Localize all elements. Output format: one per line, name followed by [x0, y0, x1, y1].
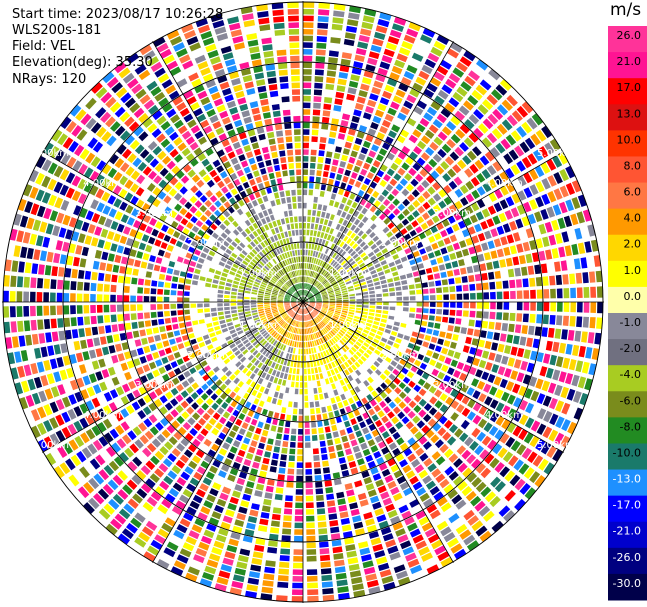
colorbar-tick-label: -21.0	[613, 525, 641, 538]
colorbar-swatch	[608, 52, 647, 79]
azimuth-line	[302, 301, 454, 563]
colorbar-tick-label: -10.0	[613, 446, 641, 459]
colorbar-tick-label: 0.0	[624, 290, 642, 303]
azimuth-line	[302, 41, 454, 303]
range-label: 2.00km	[381, 350, 419, 361]
colorbar-tick-label: -2.0	[620, 342, 641, 355]
colorbar-tick-label: 26.0	[617, 29, 642, 42]
colorbar-tick-label: -1.0	[620, 316, 641, 329]
range-label: 2.00km	[381, 238, 419, 249]
colorbar-swatch	[608, 130, 647, 157]
range-label: 3.00km	[433, 208, 471, 219]
colorbar-tick-label: 8.0	[624, 159, 642, 172]
azimuth-line	[42, 301, 304, 453]
colorbar: 26.0 21.0 17.0 13.0 10.0 8.0 6.0 4.0 2.0 1.0 0.0 -1…	[608, 0, 647, 607]
colorbar-swatch	[608, 313, 647, 340]
colorbar-tick-label: -30.0	[613, 577, 641, 590]
colorbar-tick-label: -4.0	[620, 368, 641, 381]
range-label: 3.00km	[433, 380, 471, 391]
range-label: 3.00km	[135, 208, 173, 219]
colorbar-tick-label: 2.0	[624, 238, 642, 251]
colorbar-swatch	[608, 521, 647, 549]
colorbar-swatch	[608, 365, 647, 392]
velocity-ppi-plot: 1.00km 1.00km 1.00km 1.00km 2.00km 2.00km 2.00…	[2, 1, 604, 603]
colorbar-tick-label: 1.0	[624, 264, 642, 277]
colorbar-tick-label: 13.0	[617, 107, 642, 120]
colorbar-unit: m/s	[610, 0, 642, 20]
range-label: 1.00km	[239, 320, 277, 331]
colorbar-swatch	[608, 182, 647, 210]
colorbar-swatch	[608, 495, 647, 523]
colorbar-swatch	[608, 286, 647, 314]
colorbar-tick-label: -13.0	[613, 473, 641, 486]
range-label: 5.00km	[31, 148, 69, 159]
colorbar-swatch	[608, 78, 647, 105]
range-label: 5.00km	[31, 440, 69, 451]
range-label: 4.00km	[485, 410, 523, 421]
range-label: 1.00km	[329, 268, 367, 279]
colorbar-swatch	[608, 260, 647, 288]
colorbar-tick-label: -6.0	[620, 394, 641, 407]
colorbar-tick-label: 4.0	[624, 212, 642, 225]
colorbar-tick-label: -26.0	[613, 551, 641, 564]
colorbar-scale: 26.0 21.0 17.0 13.0 10.0 8.0 6.0 4.0 2.0 1.0 0.0 -1…	[608, 26, 647, 601]
azimuth-line	[302, 301, 564, 453]
colorbar-swatch	[608, 443, 647, 471]
colorbar-tick-label: 21.0	[617, 55, 642, 68]
start-time-label: Start time: 2023/08/17 10:26:28	[12, 7, 224, 22]
colorbar-tick-label: 6.0	[624, 186, 642, 199]
range-label: 3.00km	[135, 380, 173, 391]
colorbar-swatch	[608, 417, 647, 444]
range-label: 1.00km	[329, 320, 367, 331]
colorbar-swatch	[608, 339, 647, 366]
azimuth-line	[302, 151, 564, 303]
azimuth-line	[42, 151, 304, 303]
colorbar-swatch	[608, 156, 647, 184]
instrument-label: WLS200s-181	[12, 23, 102, 38]
range-label: 2.00km	[187, 238, 225, 249]
range-label: 1.00km	[239, 268, 277, 279]
colorbar-swatch	[608, 573, 647, 601]
colorbar-swatch	[608, 208, 647, 236]
azimuth-line	[152, 301, 304, 563]
range-label: 4.00km	[485, 178, 523, 189]
colorbar-swatch	[608, 469, 647, 497]
colorbar-swatch	[608, 547, 647, 575]
colorbar-swatch	[608, 234, 647, 262]
velocity-gates	[3, 2, 603, 602]
azimuth-line	[152, 41, 304, 303]
elevation-label: Elevation(deg): 35.30	[12, 55, 153, 70]
range-label: 5.00km	[537, 148, 575, 159]
range-label: 4.00km	[83, 178, 121, 189]
range-label: 5.00km	[537, 440, 575, 451]
colorbar-tick-label: 10.0	[617, 133, 642, 146]
range-label: 4.00km	[83, 410, 121, 421]
colorbar-tick-label: 17.0	[617, 81, 642, 94]
nrays-label: NRays: 120	[12, 72, 87, 87]
colorbar-swatch	[608, 26, 647, 53]
colorbar-tick-label: -17.0	[613, 499, 641, 512]
field-label: Field: VEL	[12, 39, 75, 54]
range-label: 2.00km	[187, 350, 225, 361]
colorbar-tick-label: -8.0	[620, 420, 641, 433]
colorbar-swatch	[608, 104, 647, 131]
colorbar-swatch	[608, 391, 647, 418]
